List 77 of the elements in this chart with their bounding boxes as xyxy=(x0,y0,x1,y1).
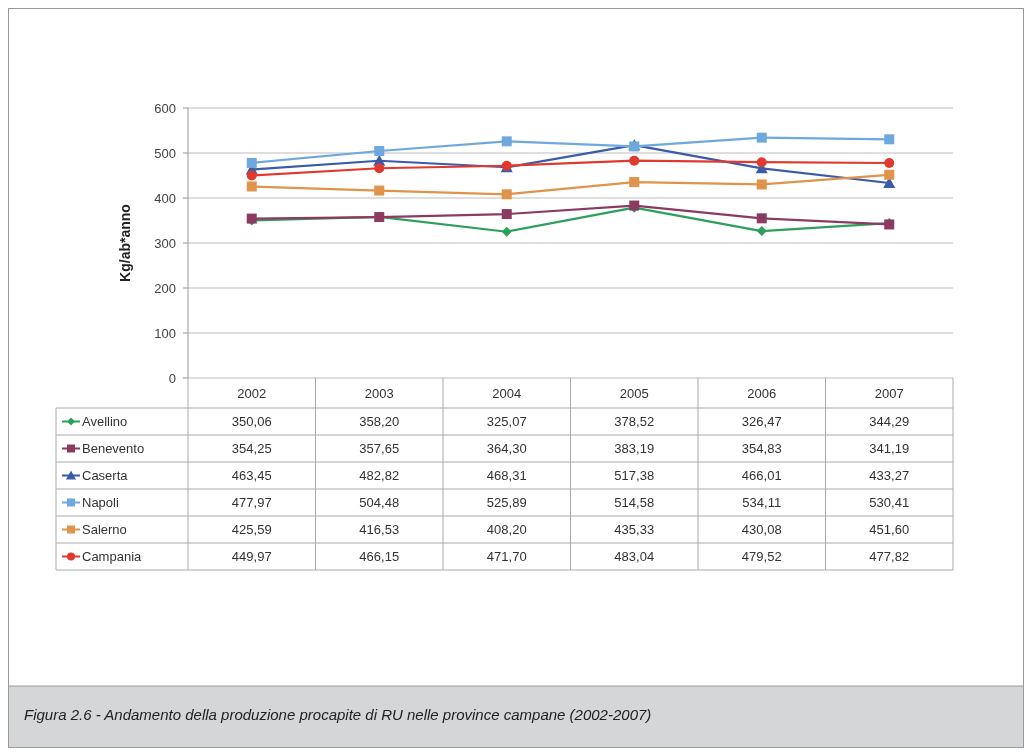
y-tick-label: 400 xyxy=(154,190,176,206)
data-label: 514,58 xyxy=(614,495,655,511)
point xyxy=(246,157,257,168)
y-tick-label: 200 xyxy=(154,280,176,296)
data-label: 482,82 xyxy=(359,468,400,484)
data-label: 466,15 xyxy=(359,549,400,565)
data-label: 477,97 xyxy=(231,495,272,511)
point xyxy=(374,163,385,174)
point xyxy=(246,181,257,192)
legend-label: Benevento xyxy=(82,441,145,457)
data-label: 468,31 xyxy=(486,468,527,484)
data-label: 350,06 xyxy=(231,414,272,430)
x-tick-label: 2002 xyxy=(237,385,267,401)
point xyxy=(501,209,512,220)
point xyxy=(501,136,512,147)
data-label: 530,41 xyxy=(869,495,910,511)
point xyxy=(756,213,767,224)
data-label: 477,82 xyxy=(869,549,910,565)
point xyxy=(374,185,385,196)
legend-label: Avellino xyxy=(82,414,128,430)
data-label: 354,25 xyxy=(231,441,272,457)
x-tick-label: 2005 xyxy=(619,385,649,401)
data-label: 430,08 xyxy=(741,522,782,538)
data-label: 449,97 xyxy=(231,549,272,565)
x-tick-label: 2004 xyxy=(492,385,522,401)
data-label: 425,59 xyxy=(231,522,272,538)
y-tick-label: 600 xyxy=(154,100,176,116)
data-label: 341,19 xyxy=(869,441,910,457)
y-axis-title: Kg/ab*anno xyxy=(117,204,133,282)
point xyxy=(629,155,640,166)
point xyxy=(756,226,767,237)
data-label: 517,38 xyxy=(614,468,655,484)
data-label: 358,20 xyxy=(359,414,400,430)
point xyxy=(756,157,767,168)
data-label: 326,47 xyxy=(741,414,782,430)
x-tick-label: 2006 xyxy=(747,385,777,401)
data-label: 344,29 xyxy=(869,414,910,430)
legend-label: Caserta xyxy=(82,468,129,484)
data-label: 408,20 xyxy=(486,522,527,538)
data-label: 466,01 xyxy=(741,468,782,484)
x-tick-label: 2007 xyxy=(874,385,904,401)
y-tick-label: 500 xyxy=(154,145,176,161)
legend-label: Salerno xyxy=(82,522,127,538)
data-label: 463,45 xyxy=(231,468,272,484)
data-label: 471,70 xyxy=(486,549,527,565)
data-label: 433,27 xyxy=(869,468,910,484)
x-tick-label: 2003 xyxy=(364,385,394,401)
y-tick-label: 0 xyxy=(168,370,176,386)
point xyxy=(884,169,895,180)
y-tick-label: 300 xyxy=(154,235,176,251)
data-label: 534,11 xyxy=(742,495,782,511)
data-label: 435,33 xyxy=(614,522,655,538)
point xyxy=(756,179,767,190)
point xyxy=(884,134,895,145)
data-label: 378,52 xyxy=(614,414,655,430)
legend-label: Campania xyxy=(82,549,143,565)
data-label: 416,53 xyxy=(359,522,400,538)
data-label: 383,19 xyxy=(614,441,655,457)
point xyxy=(374,145,385,156)
legend-label: Napoli xyxy=(82,495,119,511)
data-label: 525,89 xyxy=(486,495,527,511)
data-label: 354,83 xyxy=(741,441,782,457)
data-label: 364,30 xyxy=(486,441,527,457)
point xyxy=(246,170,257,181)
point xyxy=(629,177,640,188)
point xyxy=(501,189,512,200)
data-label: 483,04 xyxy=(614,549,655,565)
point xyxy=(501,226,512,237)
data-label: 451,60 xyxy=(869,522,910,538)
point xyxy=(884,157,895,168)
data-label: 325,07 xyxy=(486,414,527,430)
text: Figura 2.6 - Andamento della produzione procapite di RU nelle province campane (2002-2007) xyxy=(24,706,652,723)
data-label: 479,52 xyxy=(741,549,782,565)
point xyxy=(756,132,767,143)
data-label: 357,65 xyxy=(359,441,400,457)
data-label: 504,48 xyxy=(359,495,400,511)
y-tick-label: 100 xyxy=(154,325,176,341)
